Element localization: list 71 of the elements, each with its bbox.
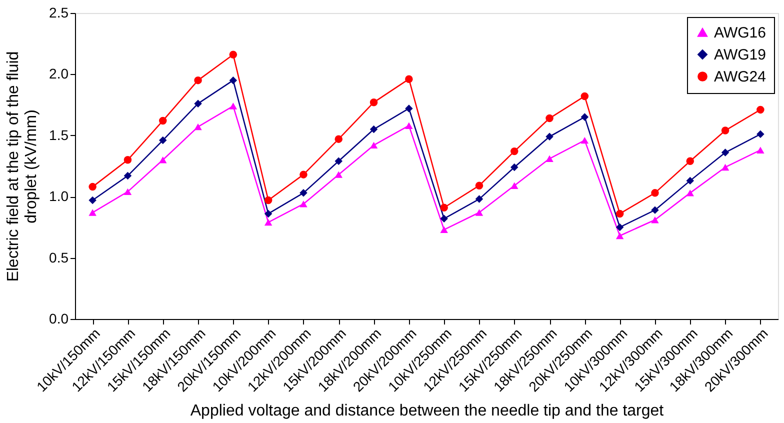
point bbox=[475, 195, 484, 203]
point bbox=[229, 102, 238, 110]
point bbox=[405, 75, 413, 83]
point bbox=[334, 135, 342, 143]
point bbox=[721, 164, 730, 171]
legend-label: AWG16 bbox=[714, 24, 766, 42]
point bbox=[721, 148, 730, 156]
point bbox=[88, 196, 96, 204]
y-tick-label: 1.0 bbox=[49, 188, 69, 204]
legend-label: AWG24 bbox=[714, 68, 766, 86]
y-tick-label: 0.5 bbox=[49, 249, 69, 266]
point bbox=[616, 232, 624, 240]
point bbox=[546, 132, 554, 140]
point bbox=[546, 155, 554, 162]
point bbox=[440, 226, 448, 233]
point bbox=[194, 100, 202, 108]
point bbox=[370, 142, 378, 149]
point bbox=[686, 190, 694, 196]
point bbox=[546, 114, 554, 122]
y-tick-label: 2.5 bbox=[49, 4, 69, 20]
point bbox=[88, 209, 96, 216]
point bbox=[334, 171, 342, 178]
point bbox=[510, 182, 518, 189]
point bbox=[616, 223, 624, 232]
point bbox=[405, 104, 413, 112]
point bbox=[616, 210, 624, 218]
point bbox=[475, 209, 484, 216]
point bbox=[440, 214, 448, 223]
point bbox=[721, 126, 730, 134]
point bbox=[300, 200, 308, 208]
point bbox=[651, 189, 659, 197]
point bbox=[370, 98, 378, 106]
legend-label: AWG19 bbox=[714, 46, 766, 64]
point bbox=[124, 188, 132, 196]
point bbox=[229, 76, 238, 84]
point bbox=[194, 76, 202, 84]
point bbox=[264, 196, 272, 204]
point bbox=[756, 130, 764, 138]
x-axis-title: Applied voltage and distance between the needle tip and the target bbox=[190, 402, 664, 420]
point bbox=[159, 156, 167, 164]
point bbox=[194, 123, 202, 130]
point bbox=[580, 113, 589, 121]
point bbox=[405, 122, 413, 129]
point bbox=[124, 156, 132, 164]
point bbox=[229, 50, 238, 58]
point bbox=[300, 170, 308, 178]
point bbox=[510, 163, 518, 172]
point bbox=[440, 204, 448, 212]
point bbox=[370, 125, 378, 134]
point bbox=[510, 147, 518, 156]
y-tick-label: 0.0 bbox=[49, 310, 69, 326]
point bbox=[475, 182, 484, 190]
point bbox=[580, 136, 589, 144]
point bbox=[159, 116, 167, 125]
point bbox=[300, 189, 308, 197]
y-axis-title: Electric field at the tip of the fluid droplet (kV/mm) bbox=[5, 51, 40, 282]
point bbox=[686, 157, 694, 165]
y-tick-label: 2.0 bbox=[49, 66, 69, 82]
point bbox=[580, 92, 589, 100]
point bbox=[159, 136, 167, 144]
y-tick-label: 1.5 bbox=[49, 126, 69, 143]
point bbox=[756, 106, 764, 114]
point bbox=[124, 172, 132, 180]
point bbox=[264, 210, 272, 218]
point bbox=[651, 216, 659, 224]
point bbox=[264, 218, 272, 226]
point bbox=[334, 157, 342, 165]
point bbox=[756, 146, 764, 154]
point bbox=[651, 206, 659, 214]
point bbox=[686, 176, 694, 185]
point bbox=[88, 182, 96, 191]
